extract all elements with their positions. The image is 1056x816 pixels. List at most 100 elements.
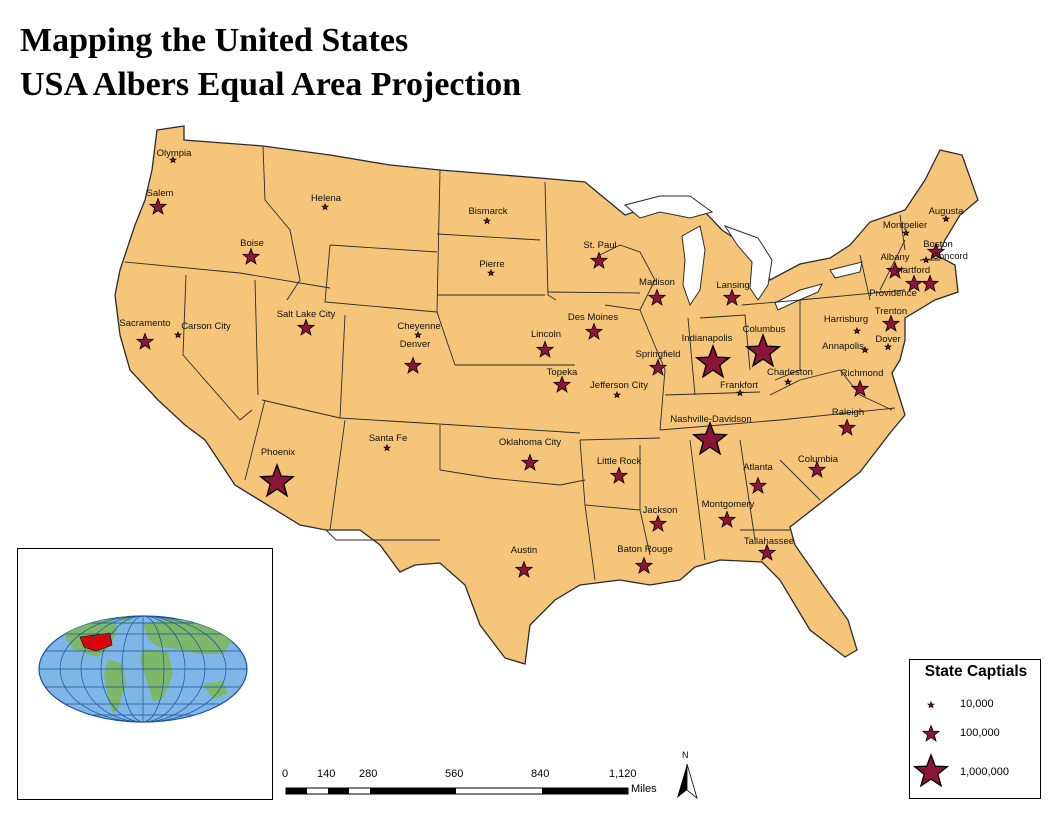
- lake-huron: [723, 225, 773, 301]
- capital-label-olympia: Olympia: [157, 148, 193, 159]
- legend-label-large: 1,000,000: [960, 766, 1009, 778]
- scale-tick-1120: 1,120: [609, 768, 637, 780]
- capital-star-little-rock: [609, 466, 629, 484]
- capital-label-santa-fe: Santa Fe: [369, 433, 408, 444]
- scale-bar: [285, 787, 629, 795]
- capital-label-des-moines: Des Moines: [568, 312, 618, 323]
- scale-tick-280: 280: [359, 768, 378, 780]
- capital-star-carson-city: [173, 330, 183, 339]
- legend-label-small: 10,000: [960, 698, 994, 710]
- capital-star-boston: [926, 242, 946, 260]
- legend-star-small: [926, 700, 936, 709]
- scale-tick-0: 0: [282, 768, 289, 780]
- capital-label-albany: Albany: [880, 252, 909, 263]
- capital-label-lansing: Lansing: [716, 280, 749, 291]
- capital-label-jackson: Jackson: [643, 505, 678, 516]
- capital-star-olympia: [168, 155, 178, 164]
- capital-star-montpelier: [901, 228, 911, 237]
- inset-world-locator: [17, 548, 273, 800]
- capital-label-harrisburg: Harrisburg: [824, 314, 868, 325]
- graticule: [39, 616, 247, 722]
- capital-star-concord: [921, 255, 931, 264]
- capital-label-salt-lake-city: Salt Lake City: [277, 309, 336, 320]
- capital-star-atlanta: [748, 476, 768, 494]
- capital-star-lansing: [722, 288, 742, 306]
- capital-star-jackson: [648, 514, 668, 532]
- capital-star-annapolis: [860, 345, 870, 354]
- capital-star-denver: [403, 356, 423, 374]
- capital-label-nashville-davidson: Nashville-Davidson: [670, 414, 751, 425]
- world-globe: [38, 615, 248, 723]
- capital-star-hartford: [904, 274, 924, 292]
- capital-star-dover: [883, 342, 893, 351]
- capital-star-harrisburg: [852, 326, 862, 335]
- capital-label-pierre: Pierre: [479, 259, 504, 270]
- capital-label-charleston: Charleston: [767, 367, 813, 378]
- legend-symbols: [912, 700, 950, 788]
- capital-star-pierre: [486, 268, 496, 277]
- capital-label-augusta: Augusta: [929, 206, 965, 217]
- capital-star-helena: [320, 202, 330, 211]
- capital-star-albany: [885, 261, 905, 279]
- capital-label-boston: Boston: [923, 239, 953, 250]
- capital-star-jefferson-city: [612, 390, 622, 399]
- capital-star-santa-fe: [382, 443, 392, 452]
- lake-michigan: [681, 225, 706, 307]
- capital-label-dover: Dover: [875, 334, 900, 345]
- scale-unit-label: Miles: [631, 783, 657, 795]
- capital-label-denver: Denver: [400, 339, 431, 350]
- legend: State Captials 10,000 100,000 1,000,000: [909, 659, 1041, 799]
- capital-star-nashville-davidson: [691, 421, 729, 456]
- capital-label-concord: Concord: [932, 251, 968, 262]
- capital-star-salt-lake-city: [296, 318, 316, 336]
- capital-star-columbia: [807, 460, 827, 478]
- capital-label-atlanta: Atlanta: [743, 462, 773, 473]
- capital-label-annapolis: Annapolis: [822, 341, 864, 352]
- capital-label-lincoln: Lincoln: [531, 329, 561, 340]
- lake-superior: [623, 195, 714, 219]
- capital-star-austin: [514, 560, 534, 578]
- capital-label-baton-rouge: Baton Rouge: [617, 544, 672, 555]
- lake-erie: [774, 283, 823, 311]
- capital-star-sacramento: [135, 332, 155, 350]
- capital-markers: [135, 155, 951, 578]
- capital-label-austin: Austin: [511, 545, 537, 556]
- capital-star-oklahoma-city: [520, 453, 540, 471]
- scale-tick-560: 560: [445, 768, 464, 780]
- capital-label-salem: Salem: [147, 188, 174, 199]
- capital-star-bismarck: [482, 216, 492, 225]
- great-lakes: [623, 195, 863, 311]
- capital-star-richmond: [850, 379, 870, 397]
- legend-title: State Captials: [924, 663, 1028, 680]
- capital-star-lincoln: [535, 340, 555, 358]
- capital-star-montgomery: [717, 510, 737, 528]
- north-arrow: [677, 763, 698, 800]
- capital-label-hartford: Hartford: [896, 265, 930, 276]
- capital-label-columbus: Columbus: [743, 324, 786, 335]
- capital-label-bismarck: Bismarck: [468, 206, 507, 217]
- map-title-line-1: Mapping the United States: [20, 22, 409, 59]
- capital-star-frankfort: [735, 388, 745, 397]
- legend-star-medium: [921, 724, 941, 742]
- capital-label-cheyenne: Cheyenne: [397, 321, 440, 332]
- capital-label-montgomery: Montgomery: [702, 499, 755, 510]
- capital-star-baton-rouge: [634, 556, 654, 574]
- capital-label-richmond: Richmond: [841, 368, 884, 379]
- capital-star-des-moines: [584, 322, 604, 340]
- capital-label-sacramento: Sacramento: [119, 318, 170, 329]
- capital-label-tallahassee: Tallahassee: [744, 536, 794, 547]
- capital-label-raleigh: Raleigh: [832, 407, 864, 418]
- capital-label-carson-city: Carson City: [181, 321, 231, 332]
- capital-star-tallahassee: [757, 543, 777, 561]
- capital-star-salem: [148, 197, 168, 215]
- capital-star-raleigh: [837, 418, 857, 436]
- capital-star-topeka: [552, 375, 572, 393]
- capital-star-columbus: [744, 333, 782, 368]
- us-landmass: [114, 125, 979, 665]
- scale-tick-840: 840: [531, 768, 550, 780]
- capital-label-topeka: Topeka: [547, 367, 578, 378]
- capital-star-madison: [647, 288, 667, 306]
- capital-star-indianapolis: [694, 344, 732, 379]
- capital-star-boise: [241, 247, 261, 265]
- capital-label-indianapolis: Indianapolis: [682, 333, 733, 344]
